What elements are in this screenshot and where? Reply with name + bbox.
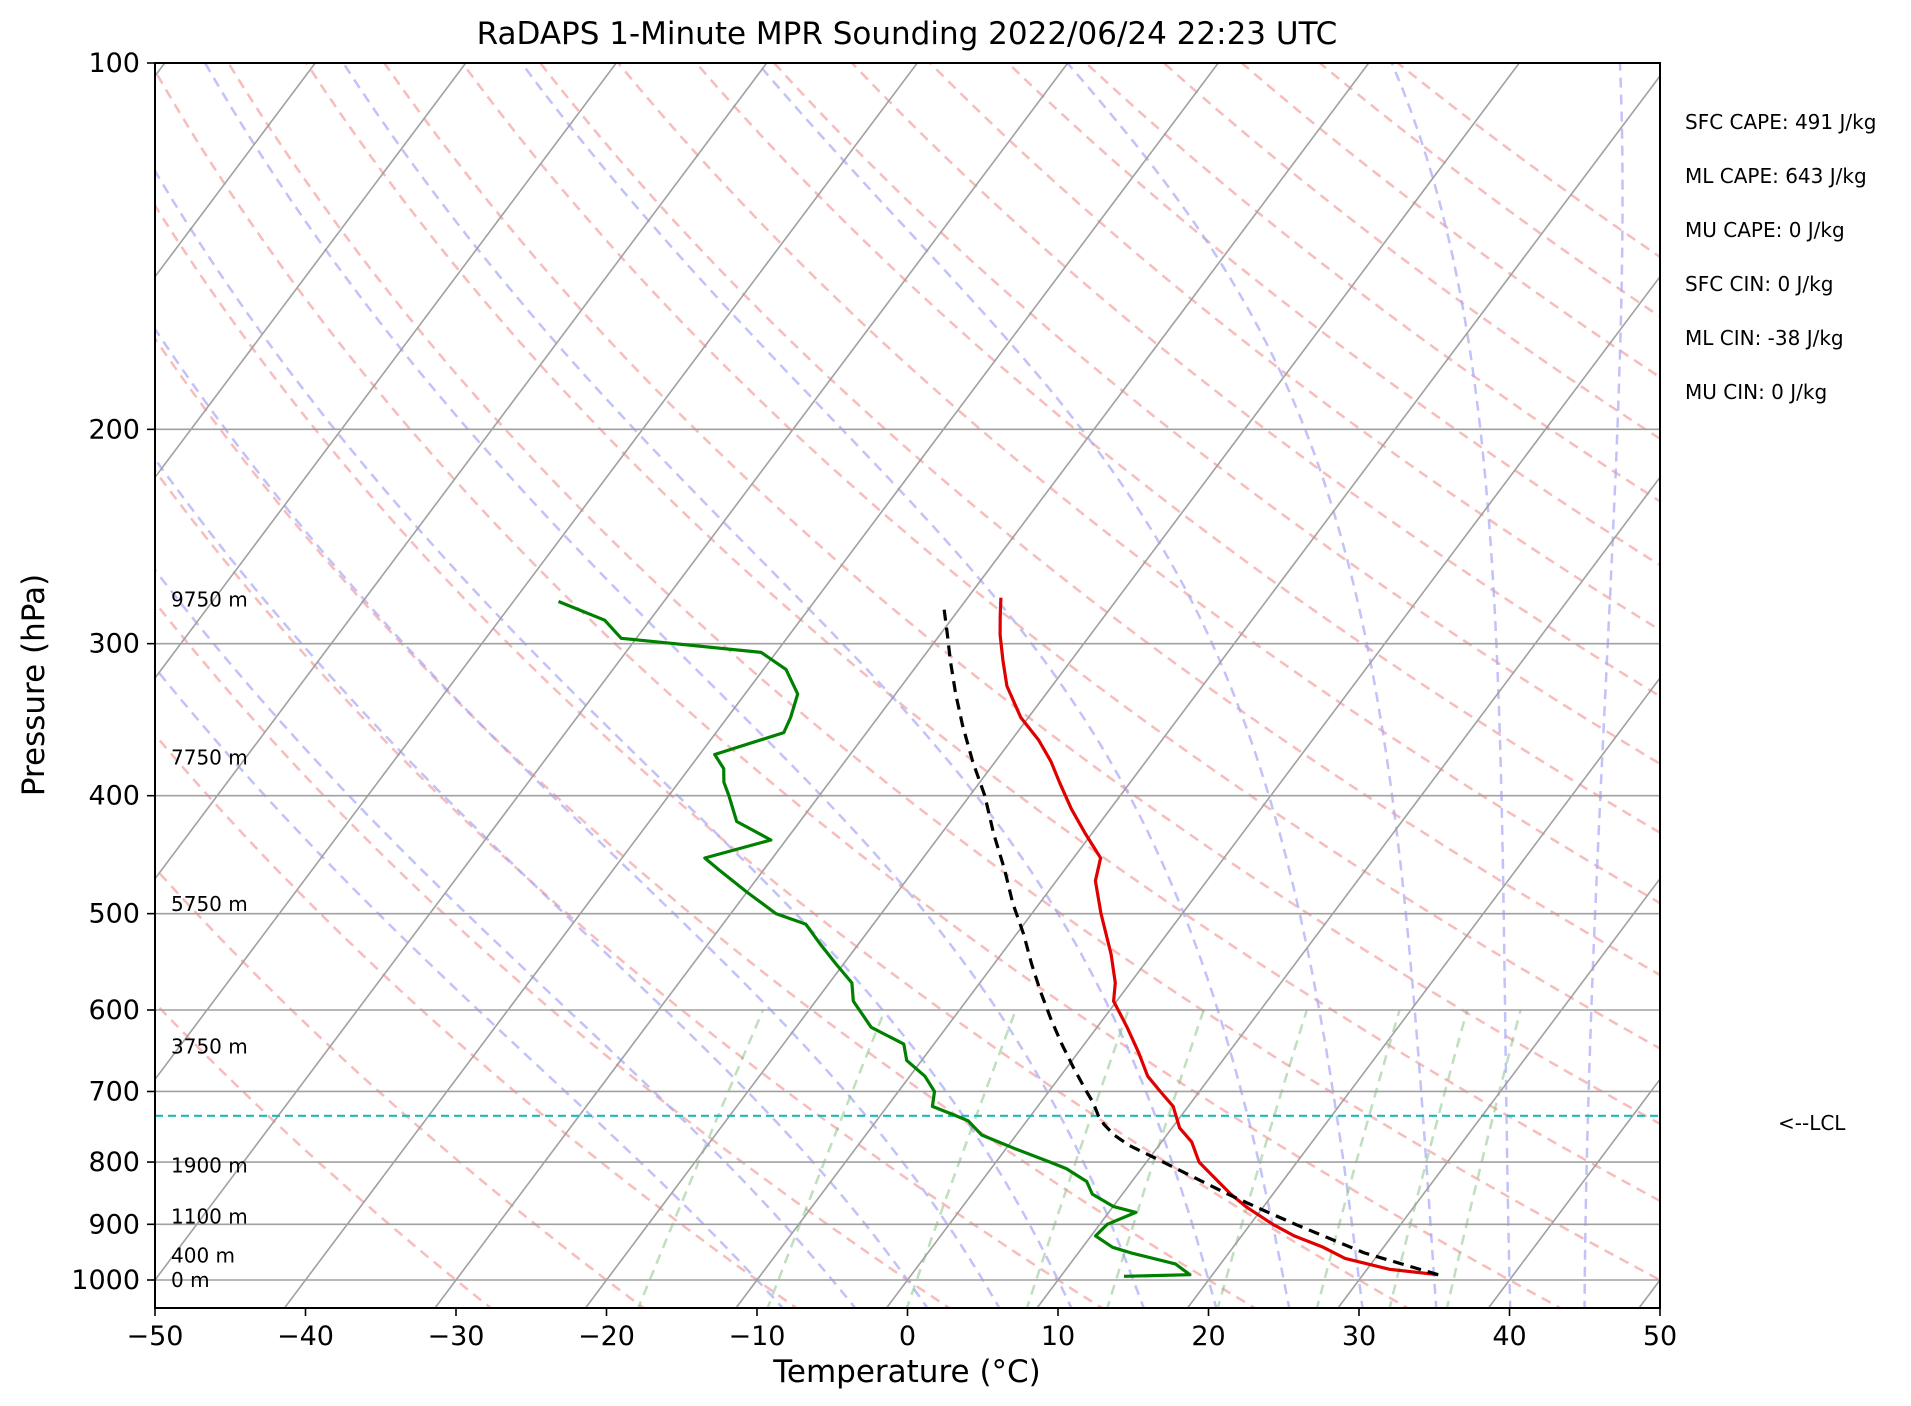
- height-label: 5750 m: [171, 892, 248, 916]
- mixing-ratio-line: [1445, 1009, 1522, 1308]
- isotherm: [433, 63, 1370, 1308]
- series-line-2: [942, 608, 1439, 1277]
- mixing-ratio-line: [905, 1009, 1017, 1308]
- y-tick-label: 600: [88, 995, 140, 1026]
- y-tick-label: 900: [88, 1209, 140, 1240]
- x-tick-label: −40: [277, 1321, 334, 1352]
- y-axis-label: Pressure (hPa): [16, 574, 52, 796]
- y-tick-label: 100: [88, 48, 140, 79]
- dry-adiabat: [928, 63, 1660, 632]
- dry-adiabat: [460, 63, 1660, 1050]
- isotherm: [885, 275, 1660, 1308]
- y-tick-label: 400: [88, 781, 140, 812]
- dry-adiabat: [155, 732, 799, 1308]
- x-tick-label: 50: [1643, 1321, 1677, 1352]
- mixing-ratio-line: [1216, 1009, 1309, 1308]
- isotherm: [1337, 877, 1660, 1308]
- height-label: 9750 m: [171, 588, 248, 612]
- y-tick-label: 200: [88, 414, 140, 445]
- x-axis-label: Temperature (°C): [772, 1354, 1041, 1390]
- y-tick-label: 1000: [71, 1265, 140, 1296]
- isotherm: [1487, 1078, 1660, 1308]
- moist-adiabat: [155, 665, 785, 1308]
- dry-adiabat: [538, 63, 1660, 977]
- parameter-label: SFC CAPE: 491 J/kg: [1685, 110, 1876, 134]
- y-tick-label: 700: [88, 1076, 140, 1107]
- height-label: 0 m: [171, 1268, 210, 1292]
- mixing-ratio-line: [636, 1009, 765, 1308]
- isotherm: [584, 63, 1521, 1308]
- mixing-ratio-line: [766, 1009, 887, 1308]
- y-tick-label: 500: [88, 899, 140, 930]
- parameter-label: SFC CIN: 0 J/kg: [1685, 272, 1833, 296]
- isotherm: [155, 63, 618, 680]
- height-label: 1100 m: [171, 1205, 248, 1229]
- parameter-label: MU CIN: 0 J/kg: [1685, 380, 1827, 404]
- parameter-label: MU CAPE: 0 J/kg: [1685, 218, 1845, 242]
- mixing-ratio-line: [1025, 1009, 1130, 1308]
- isotherm: [1036, 476, 1660, 1308]
- x-tick-label: −50: [127, 1321, 184, 1352]
- isotherm: [155, 63, 919, 1081]
- x-tick-label: 0: [899, 1321, 916, 1352]
- isotherm: [155, 63, 768, 880]
- moist-adiabat: [155, 456, 929, 1308]
- x-tick-label: −30: [428, 1321, 485, 1352]
- dry-adiabat: [226, 63, 1660, 1282]
- height-label: 1900 m: [171, 1153, 248, 1177]
- lcl-label: <--LCL: [1778, 1111, 1846, 1135]
- height-label: 400 m: [171, 1244, 235, 1268]
- dry-adiabat: [304, 63, 1660, 1203]
- x-tick-label: −20: [578, 1321, 635, 1352]
- x-tick-label: 30: [1342, 1321, 1376, 1352]
- dry-adiabat: [694, 63, 1660, 835]
- x-tick-label: 40: [1492, 1321, 1526, 1352]
- parameter-label: ML CIN: -38 J/kg: [1685, 326, 1844, 350]
- chart-title: RaDAPS 1-Minute MPR Sounding 2022/06/24 …: [477, 16, 1338, 52]
- isotherm: [1186, 676, 1660, 1308]
- x-tick-label: −10: [729, 1321, 786, 1352]
- dry-adiabat: [1006, 63, 1660, 567]
- series-line-1: [557, 600, 1192, 1278]
- isotherm: [283, 63, 1220, 1308]
- isotherm: [155, 63, 1069, 1282]
- mixing-ratio-line: [1315, 1009, 1401, 1308]
- moist-adiabat: [155, 168, 1073, 1308]
- mixing-ratio-line: [1105, 1009, 1205, 1308]
- height-label: 7750 m: [171, 745, 248, 769]
- y-tick-label: 300: [88, 629, 140, 660]
- parameter-label: ML CAPE: 643 J/kg: [1685, 164, 1867, 188]
- moist-adiabat: [155, 567, 857, 1308]
- isotherm: [735, 74, 1660, 1308]
- height-label: 3750 m: [171, 1035, 248, 1059]
- isotherm: [155, 63, 317, 279]
- isotherm: [155, 63, 467, 479]
- series-line-0: [998, 597, 1439, 1277]
- x-tick-label: 20: [1191, 1321, 1225, 1352]
- background-lines: [155, 63, 1660, 1308]
- sounding-traces: [557, 597, 1439, 1278]
- x-tick-label: 10: [1041, 1321, 1075, 1352]
- y-tick-label: 800: [88, 1147, 140, 1178]
